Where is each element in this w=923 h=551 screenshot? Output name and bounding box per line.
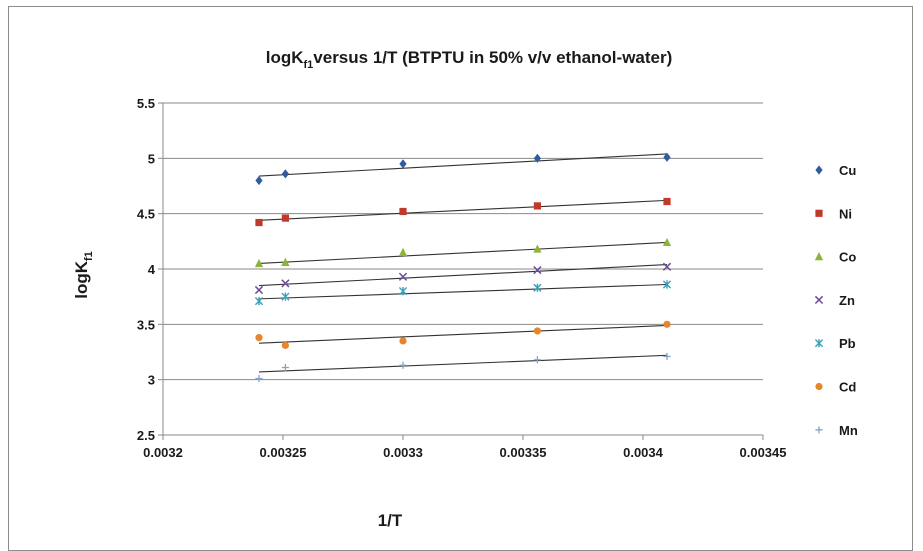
- legend-marker-co: [814, 252, 824, 261]
- point-cu-0: [255, 175, 263, 186]
- point-pb-4: [662, 280, 672, 289]
- legend-label-co: Co: [839, 250, 856, 265]
- x-axis-title: 1/T: [378, 511, 403, 530]
- point-cu-2: [399, 159, 407, 169]
- point-zn-4: [662, 262, 672, 271]
- y-tick-label-1: 3: [148, 373, 155, 388]
- point-ni-3: [533, 202, 541, 210]
- y-axis-title-subscript: f1: [83, 251, 95, 261]
- legend: Cu Ni Co Zn Pb Cd Mn: [814, 163, 858, 438]
- legend-marker-ni: [815, 209, 823, 217]
- trendline-cd: [258, 324, 668, 344]
- y-tick-label-3: 4: [148, 262, 156, 277]
- y-tick-label-4: 4.5: [137, 207, 155, 222]
- x-tick-label-2: 0.0033: [383, 445, 423, 460]
- point-co-3: [533, 244, 542, 253]
- y-tick-label-6: 5.5: [137, 96, 155, 111]
- trendline-pb: [258, 283, 668, 300]
- x-tick-label-4: 0.0034: [623, 445, 664, 460]
- x-tick-label-0: 0.0032: [143, 445, 183, 460]
- point-pb-0: [254, 296, 264, 306]
- point-cu-4: [663, 152, 671, 162]
- legend-label-cd: Cd: [839, 380, 856, 395]
- y-axis-title: logKf1: [72, 251, 95, 299]
- point-mn-0: [255, 374, 263, 383]
- axes: [158, 102, 764, 440]
- chart-title-main: logK: [266, 48, 304, 67]
- x-tick-label-1: 0.00325: [260, 445, 307, 460]
- trendline-ni: [258, 199, 668, 221]
- x-tick-label-5: 0.00345: [740, 445, 787, 460]
- trendline-mn: [258, 354, 668, 373]
- legend-marker-mn: [815, 426, 823, 434]
- chart-title-rest: versus 1/T (BTPTU in 50% v/v ethanol-wat…: [313, 48, 672, 67]
- chart-title: logKf1versus 1/T (BTPTU in 50% v/v ethan…: [266, 48, 673, 71]
- point-mn-2: [399, 361, 407, 369]
- point-mn-1: [281, 363, 289, 372]
- point-cu-1: [281, 169, 289, 179]
- point-zn-2: [398, 272, 408, 281]
- legend-marker-cu: [815, 165, 823, 175]
- gridlines: [163, 102, 763, 436]
- point-cd-3: [533, 327, 542, 335]
- legend-label-zn: Zn: [839, 293, 855, 308]
- legend-label-ni: Ni: [839, 206, 852, 221]
- legend-label-mn: Mn: [839, 423, 858, 438]
- data-points: [254, 152, 672, 383]
- trendline-cu: [258, 153, 668, 177]
- chart-title-subscript: f1: [304, 59, 314, 71]
- point-co-2: [398, 247, 408, 256]
- point-pb-3: [533, 283, 542, 292]
- point-co-4: [662, 237, 672, 247]
- point-ni-4: [663, 197, 671, 206]
- trendlines: [258, 153, 668, 373]
- point-cu-3: [533, 153, 541, 163]
- y-tick-label-0: 2.5: [137, 428, 155, 443]
- point-cd-0: [255, 334, 263, 342]
- legend-marker-zn: [814, 295, 824, 305]
- point-co-0: [254, 258, 264, 268]
- y-tick-labels: 2.5 3 3.5 4 4.5 5 5.5: [137, 96, 156, 443]
- point-ni-2: [399, 207, 407, 216]
- point-ni-1: [281, 214, 289, 222]
- x-tick-label-3: 0.00335: [500, 445, 547, 460]
- point-zn-0: [254, 285, 264, 295]
- point-pb-2: [398, 287, 408, 296]
- point-pb-1: [281, 292, 290, 301]
- legend-label-pb: Pb: [839, 336, 856, 351]
- legend-label-cu: Cu: [839, 163, 856, 178]
- point-cd-2: [399, 337, 407, 345]
- point-ni-0: [255, 218, 263, 227]
- point-zn-1: [281, 279, 290, 288]
- point-mn-3: [533, 356, 541, 364]
- trendline-co: [258, 241, 668, 265]
- point-cd-1: [281, 341, 289, 349]
- trendline-zn: [258, 264, 668, 287]
- x-tick-labels: 0.0032 0.00325 0.0033 0.00335 0.0034 0.00345: [143, 445, 786, 460]
- y-tick-label-5: 5: [148, 151, 155, 166]
- chart-svg: logKf1versus 1/T (BTPTU in 50% v/v ethan…: [72, 48, 858, 530]
- y-axis-title-main: logK: [72, 260, 91, 298]
- point-zn-3: [533, 265, 542, 275]
- legend-marker-pb: [814, 339, 824, 348]
- chart-frame: logKf1versus 1/T (BTPTU in 50% v/v ethan…: [8, 6, 913, 551]
- legend-marker-cd: [815, 382, 823, 391]
- point-co-1: [281, 257, 290, 266]
- y-tick-label-2: 3.5: [137, 317, 155, 332]
- point-cd-4: [663, 320, 671, 328]
- point-mn-4: [663, 352, 671, 361]
